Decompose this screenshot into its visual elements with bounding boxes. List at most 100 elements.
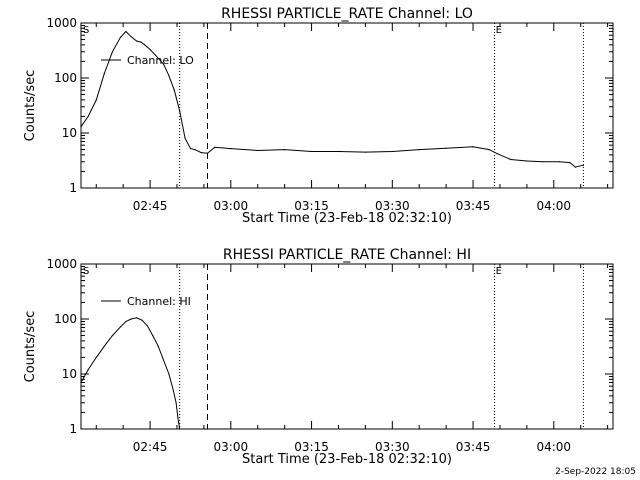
x-tick-label: 04:00: [536, 199, 571, 213]
data-point: [257, 149, 259, 152]
data-point: [95, 356, 97, 358]
data-point: [200, 152, 202, 154]
data-point: [177, 417, 179, 419]
marker-label-start: S: [83, 266, 89, 277]
data-point: [569, 162, 571, 164]
panel-1: RHESSI PARTICLE_RATE Channel: LO 02:45 03:…: [23, 6, 614, 226]
y-tick-label: 1: [69, 181, 77, 195]
marker-label-end: E: [496, 266, 502, 277]
y-axis-label: Counts/sec: [23, 70, 38, 142]
x-tick-label: 03:45: [456, 440, 491, 454]
x-tick-label: 02:45: [133, 440, 168, 454]
y-axis-label: Counts/sec: [23, 311, 38, 383]
series-line: [80, 317, 181, 430]
data-point: [558, 161, 560, 163]
data-point: [230, 148, 232, 150]
data-point: [445, 147, 447, 149]
data-point: [80, 126, 82, 128]
data-point: [95, 99, 97, 101]
data-point: [175, 402, 177, 404]
y-tick-label: 100: [54, 312, 77, 326]
data-point: [130, 36, 132, 38]
data-point: [136, 40, 138, 42]
data-point: [103, 73, 105, 75]
data-point: [111, 51, 113, 53]
data-point: [125, 320, 127, 323]
data-point: [311, 150, 313, 153]
data-point: [284, 149, 286, 151]
x-tick-label: 03:15: [294, 440, 329, 454]
data-point: [162, 63, 165, 65]
data-point: [136, 317, 138, 319]
x-tick-label: 02:45: [133, 199, 168, 213]
chart-title: RHESSI PARTICLE_RATE Channel: LO: [221, 6, 473, 22]
data-point: [364, 151, 366, 153]
data-point: [526, 160, 528, 162]
data-point: [87, 369, 89, 371]
x-tick-label: 03:00: [214, 440, 249, 454]
data-point: [168, 373, 170, 375]
data-point: [130, 318, 132, 320]
data-point: [157, 345, 159, 347]
data-point: [141, 319, 143, 321]
data-point: [103, 345, 105, 347]
data-point: [111, 335, 113, 337]
data-point: [119, 36, 122, 38]
x-tick-label: 04:00: [536, 440, 571, 454]
data-point: [496, 153, 498, 155]
x-tick-label: 03:45: [456, 199, 491, 213]
y-tick-label: 1000: [46, 257, 77, 271]
x-tick-label: 03:00: [214, 199, 249, 213]
legend-label: Channel: HI: [127, 295, 191, 308]
data-point: [140, 41, 142, 43]
y-tick-label: 10: [62, 367, 77, 381]
data-point: [574, 166, 576, 168]
data-point: [154, 54, 157, 56]
marker-label-start: S: [83, 25, 89, 36]
data-point: [189, 148, 192, 150]
data-point: [125, 30, 127, 33]
data-point: [184, 137, 186, 139]
footer-timestamp: 2-Sep-2022 18:05: [555, 467, 636, 477]
data-point: [391, 150, 393, 153]
marker-label-end: E: [496, 25, 502, 36]
data-point: [149, 48, 151, 51]
data-point: [146, 325, 148, 327]
chart-title: RHESSI PARTICLE_RATE Channel: HI: [223, 247, 471, 263]
data-point: [214, 146, 216, 148]
data-point: [472, 146, 474, 148]
y-tick-label: 100: [54, 71, 77, 85]
x-axis-label: Start Time (23-Feb-18 02:32:10): [242, 452, 452, 467]
x-tick-label: 03:30: [375, 440, 410, 454]
data-point: [510, 158, 512, 161]
data-point: [582, 164, 585, 166]
data-point: [168, 75, 170, 77]
data-point: [119, 326, 122, 328]
y-tick-label: 1000: [46, 16, 77, 30]
plot-frame: [80, 263, 614, 430]
data-point: [173, 89, 175, 91]
data-point: [179, 110, 181, 112]
y-tick-label: 10: [62, 126, 77, 140]
data-point: [87, 115, 89, 117]
plot-frame: [80, 22, 614, 189]
x-axis-label: Start Time (23-Feb-18 02:32:10): [242, 211, 452, 226]
panel-2: RHESSI PARTICLE_RATE Channel: HI 02:45 03:…: [23, 247, 614, 467]
data-point: [488, 149, 490, 151]
data-point: [144, 44, 146, 46]
data-point: [418, 149, 420, 151]
data-point: [179, 428, 181, 430]
data-point: [80, 381, 82, 384]
data-point: [162, 359, 165, 361]
x-tick-label: 03:15: [294, 199, 329, 213]
data-point: [206, 152, 209, 154]
x-tick-label: 03:30: [375, 199, 410, 213]
series-line: [80, 30, 584, 168]
data-point: [152, 335, 154, 337]
y-tick-label: 1: [69, 422, 77, 436]
data-point: [337, 150, 340, 153]
data-point: [194, 149, 196, 151]
data-point: [542, 161, 544, 163]
data-point: [172, 390, 174, 392]
